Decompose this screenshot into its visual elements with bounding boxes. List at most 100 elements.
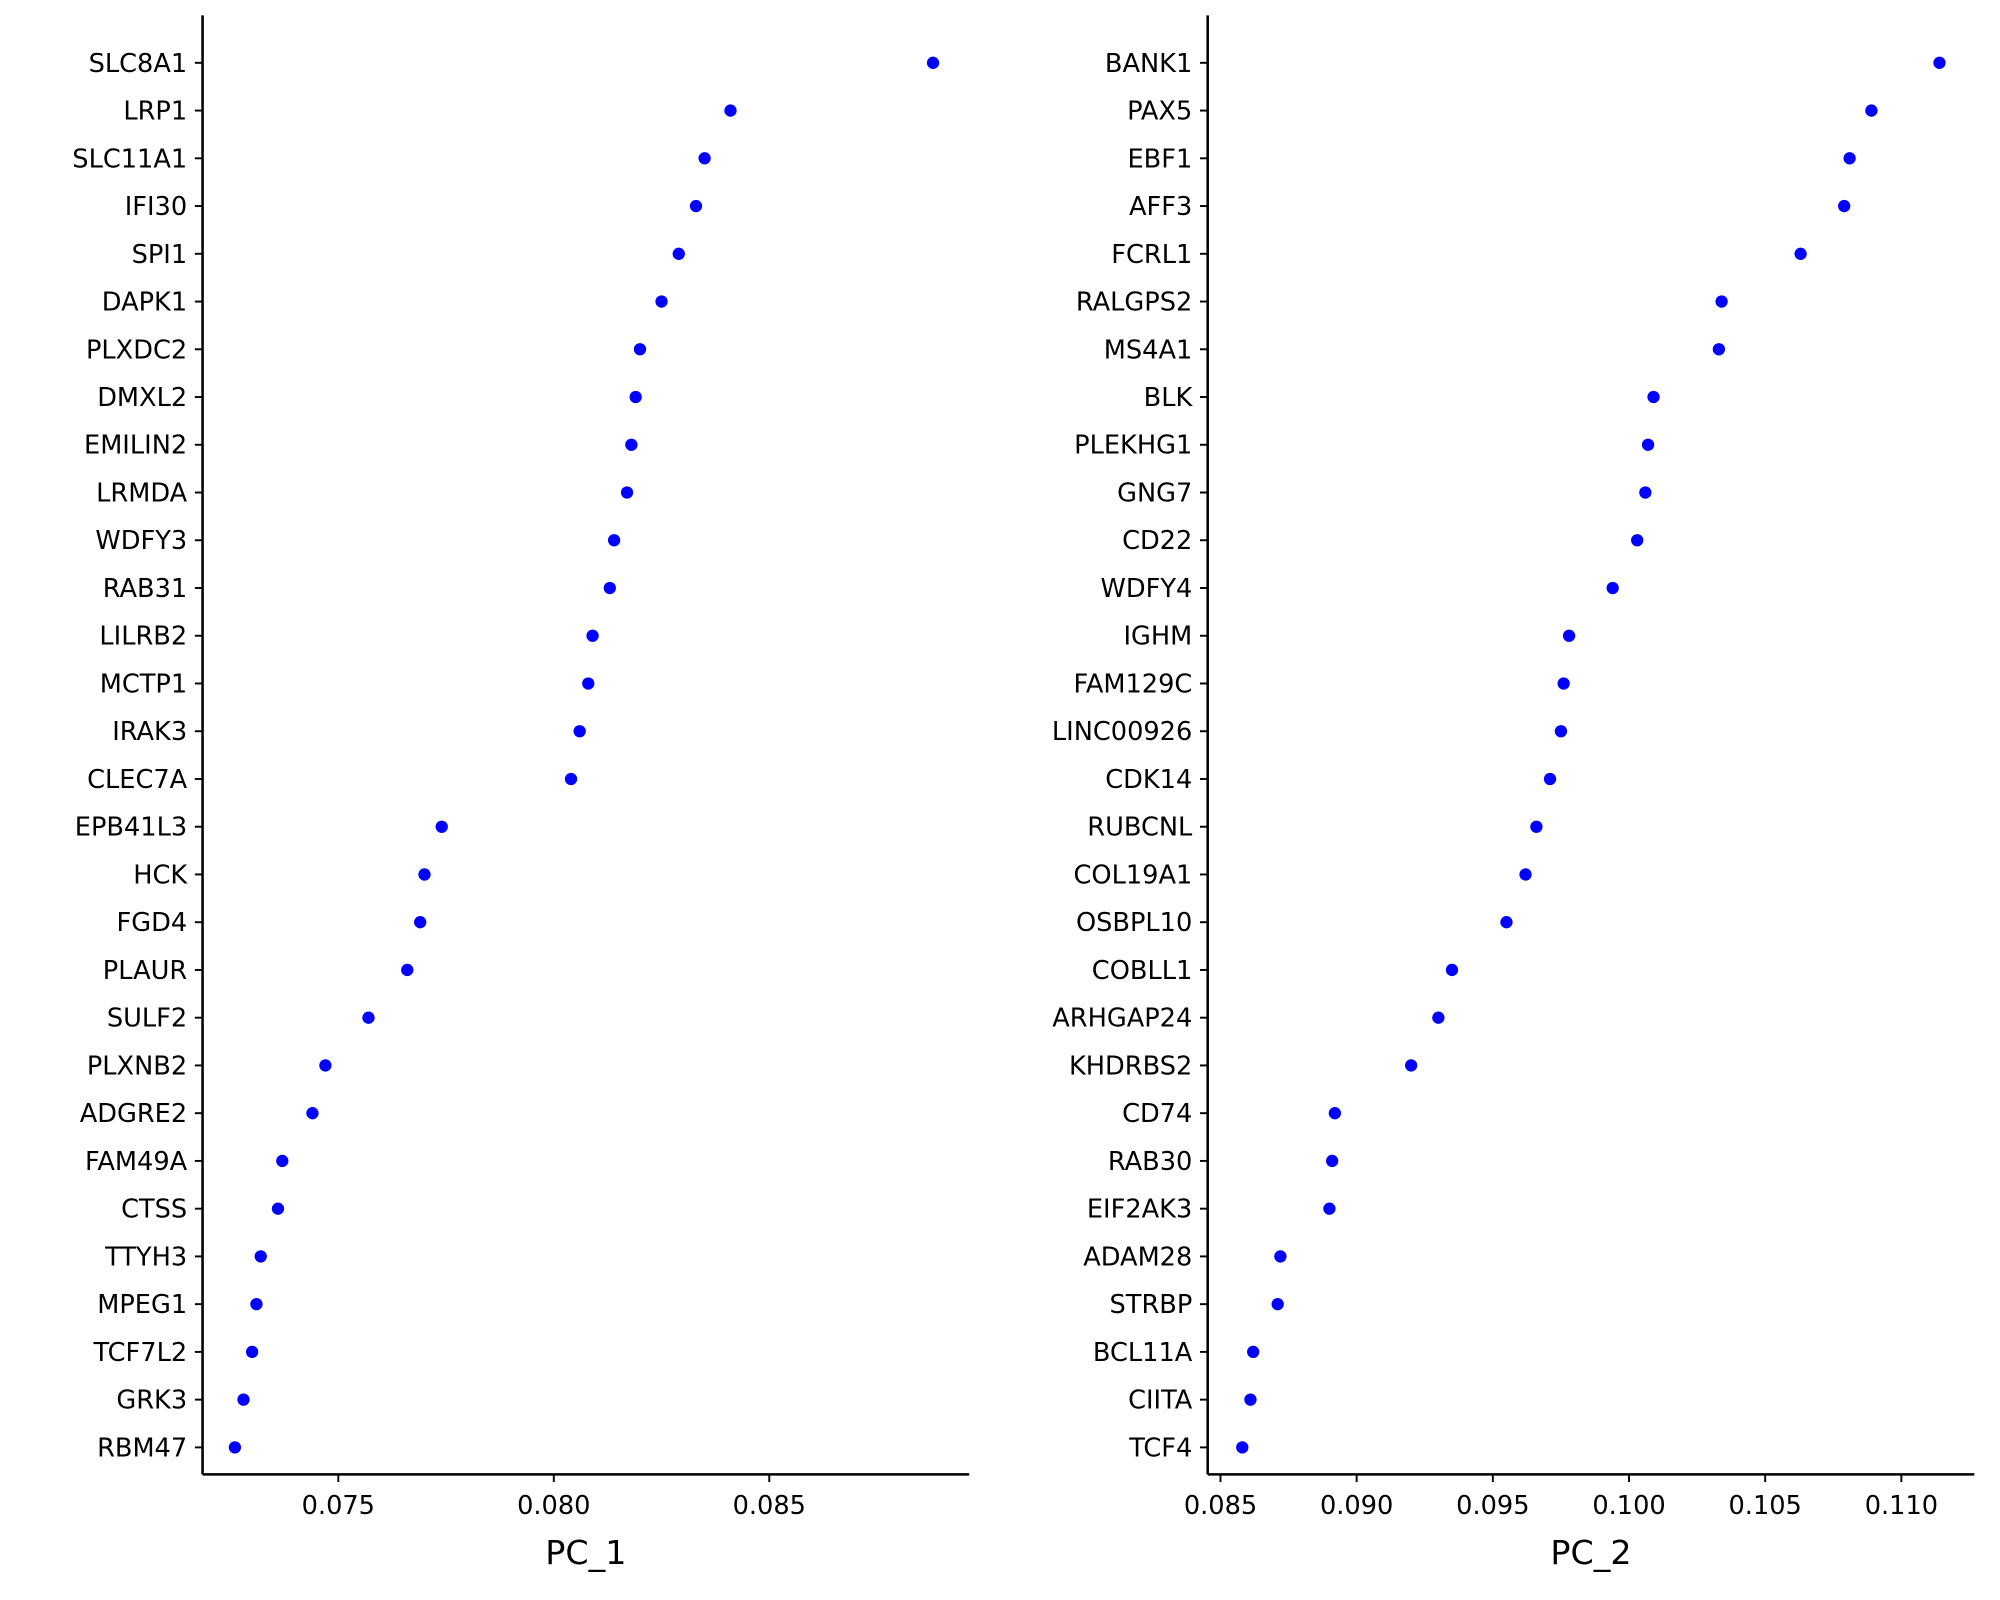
data-point	[724, 104, 737, 117]
data-point	[306, 1107, 319, 1120]
y-tick-label: MPEG1	[97, 1290, 187, 1320]
y-tick-label: ADGRE2	[80, 1099, 187, 1129]
data-point	[1432, 1011, 1445, 1024]
y-tick-label: EIF2AK3	[1087, 1195, 1192, 1225]
data-point	[401, 963, 414, 977]
y-tick-label: RUBCNL	[1087, 813, 1193, 843]
data-point	[1838, 199, 1851, 213]
data-point	[1712, 343, 1726, 356]
data-point	[1933, 56, 1946, 69]
data-point	[1606, 581, 1619, 595]
y-tick-label: BCL11A	[1093, 1338, 1193, 1368]
data-point	[250, 1298, 263, 1311]
x-axis-title: PC_1	[545, 1533, 626, 1572]
y-tick-label: SLC8A1	[89, 49, 188, 79]
y-tick-label: EMILIN2	[84, 431, 187, 461]
y-tick-label: SLC11A1	[72, 144, 187, 174]
data-point	[254, 1250, 267, 1263]
y-tick-label: OSBPL10	[1076, 908, 1192, 938]
data-point	[1647, 390, 1660, 404]
data-point	[1843, 152, 1856, 165]
y-tick-label: SPI1	[132, 240, 188, 270]
y-tick-label: ARHGAP24	[1052, 1004, 1192, 1034]
data-point	[672, 247, 685, 260]
x-tick-label: 0.085	[1184, 1491, 1257, 1521]
y-tick-label: IFI30	[125, 192, 187, 222]
data-point	[1641, 438, 1655, 451]
x-tick-label: 0.075	[302, 1491, 375, 1521]
y-tick-label: EBF1	[1127, 144, 1192, 174]
y-tick-label: TCF7L2	[93, 1338, 188, 1368]
y-tick-label: PLAUR	[103, 956, 188, 986]
data-point	[1271, 1298, 1284, 1311]
data-point	[926, 56, 940, 69]
data-point	[1274, 1250, 1287, 1263]
y-tick-label: ADAM28	[1083, 1242, 1192, 1272]
data-point	[1715, 295, 1728, 308]
panel-pc2: BANK1 PAX5 EBF1 AFF3 FCRL1 RALGPS2 MS4A1 BLK PLE…	[1052, 15, 1975, 1572]
data-point	[237, 1393, 250, 1406]
y-tick-label: SULF2	[107, 1004, 187, 1034]
y-tick-label: PLEKHG1	[1074, 431, 1192, 461]
y-tick-label: DMXL2	[97, 383, 187, 413]
y-tick-label: BLK	[1144, 383, 1194, 413]
x-tick-label: 0.100	[1592, 1491, 1665, 1521]
data-point	[620, 486, 634, 499]
data-point	[607, 534, 621, 547]
x-tick-label: 0.105	[1729, 1491, 1802, 1521]
data-point	[625, 438, 638, 451]
data-point	[435, 820, 448, 833]
y-tick-label: RAB30	[1108, 1147, 1192, 1177]
y-tick-label: IGHM	[1124, 622, 1193, 652]
data-point	[1519, 868, 1532, 881]
data-point	[633, 343, 647, 356]
data-point	[319, 1059, 332, 1072]
y-tick-label: CLEC7A	[87, 765, 188, 795]
data-point	[1244, 1393, 1257, 1406]
y-tick-label: DAPK1	[102, 288, 187, 318]
y-tick-label: WDFY3	[95, 526, 187, 556]
y-tick-label: MS4A1	[1104, 335, 1193, 365]
y-tick-label: CD22	[1122, 526, 1192, 556]
data-point	[1865, 104, 1878, 117]
data-point	[1530, 820, 1543, 833]
data-point	[1631, 534, 1644, 547]
x-tick-label: 0.095	[1456, 1491, 1529, 1521]
x-tick-label: 0.110	[1865, 1491, 1938, 1521]
data-point	[1562, 629, 1576, 642]
data-point	[1236, 1441, 1249, 1454]
y-tick-label: GNG7	[1117, 478, 1192, 508]
y-tick-label: LRMDA	[96, 478, 187, 508]
y-tick-label: WDFY4	[1101, 574, 1193, 604]
y-tick-label: STRBP	[1110, 1290, 1193, 1320]
data-point	[362, 1011, 375, 1024]
data-point	[1543, 772, 1557, 786]
data-point	[414, 916, 427, 929]
panel-pc1: SLC8A1 LRP1 SLC11A1 IFI30 SPI1 DAPK1 PLXDC2 DMX…	[72, 15, 970, 1572]
y-tick-label: IRAK3	[112, 717, 187, 747]
y-tick-label: KHDRBS2	[1069, 1051, 1192, 1081]
data-point	[276, 1154, 289, 1168]
y-tick-label: AFF3	[1129, 192, 1192, 222]
y-tick-label: CD74	[1122, 1099, 1192, 1129]
y-tick-label: COBLL1	[1092, 956, 1193, 986]
y-tick-label: GRK3	[116, 1386, 187, 1416]
data-point	[1445, 963, 1459, 977]
y-tick-label: CIITA	[1128, 1386, 1193, 1416]
y-tick-label: RAB31	[103, 574, 187, 604]
data-point	[603, 581, 616, 595]
x-axis-title: PC_2	[1550, 1533, 1631, 1572]
y-tick-label: TTYH3	[104, 1242, 187, 1272]
data-point	[582, 677, 595, 690]
data-point	[689, 199, 703, 213]
y-tick-label: PAX5	[1127, 97, 1192, 127]
data-point	[655, 295, 668, 308]
data-point	[271, 1202, 285, 1215]
y-tick-label: EPB41L3	[75, 813, 187, 843]
data-point	[564, 772, 578, 786]
y-tick-label: PLXDC2	[86, 335, 187, 365]
data-point	[1404, 1059, 1418, 1072]
data-point	[1323, 1202, 1336, 1215]
y-tick-label: COL19A1	[1074, 860, 1193, 890]
